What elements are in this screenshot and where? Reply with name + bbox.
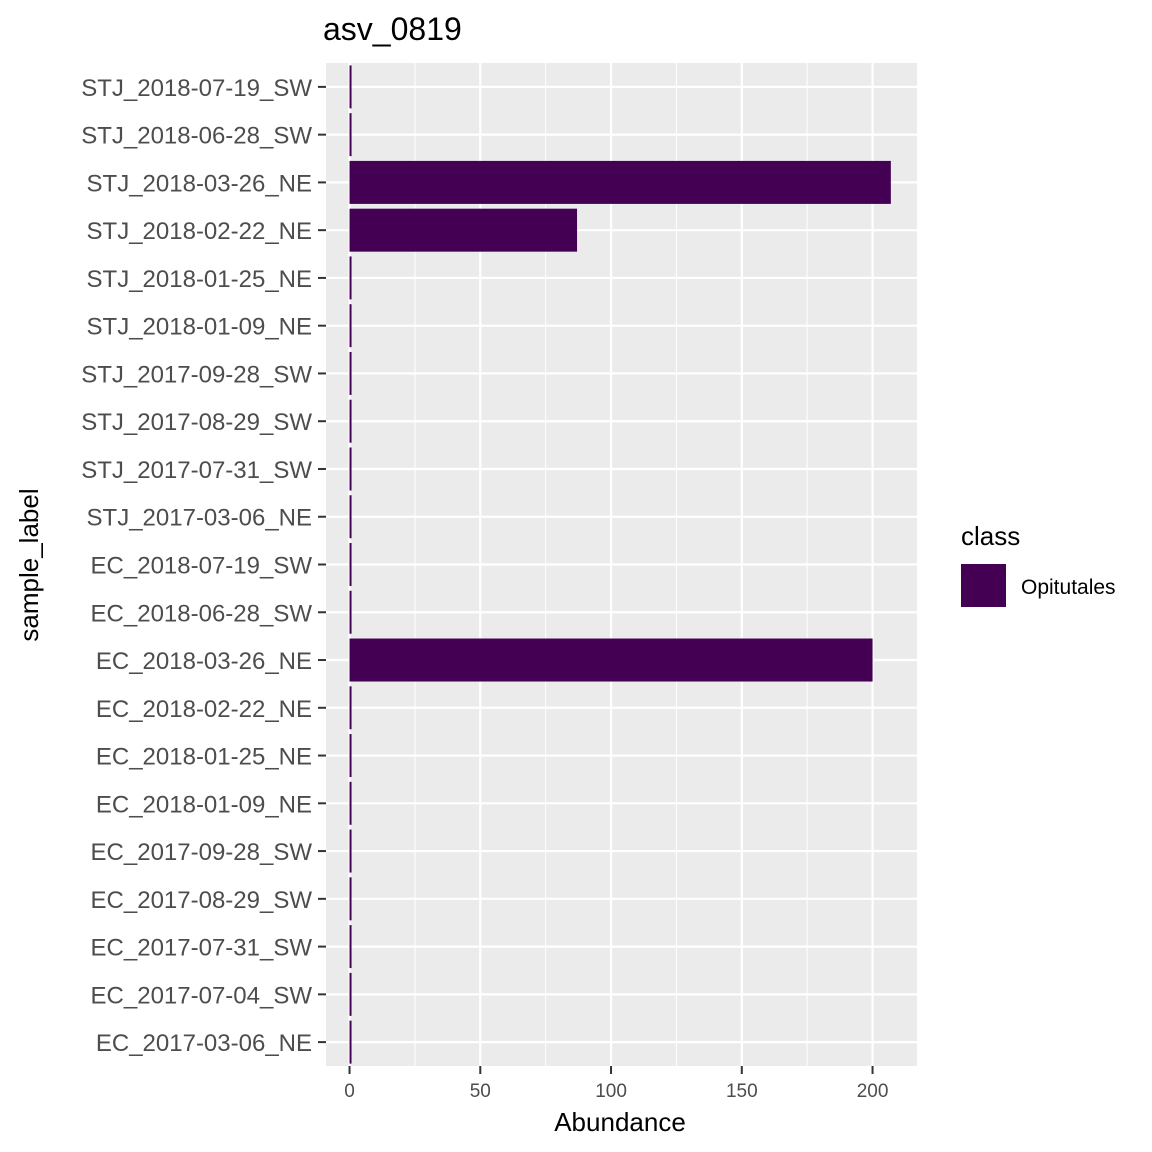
y-tick-label: STJ_2018-03-26_NE (87, 170, 312, 197)
bar (349, 543, 352, 586)
y-tick-label: EC_2018-01-25_NE (96, 744, 312, 771)
y-axis: STJ_2018-07-19_SW STJ_2018-06-28_SW STJ_20… (81, 75, 326, 1057)
y-tick-label: EC_2018-07-19_SW (91, 553, 313, 580)
bar (349, 160, 891, 204)
bar (349, 256, 352, 300)
x-axis-title: Abundance (554, 1107, 686, 1137)
x-tick-label: 200 (857, 1081, 889, 1102)
y-tick-label: STJ_2018-01-25_NE (87, 266, 312, 293)
bar (349, 208, 578, 252)
bar (349, 972, 352, 1016)
y-axis-title: sample_label (14, 488, 44, 641)
bar (349, 734, 352, 778)
bar (349, 877, 352, 921)
y-tick-label: STJ_2018-07-19_SW (81, 75, 312, 102)
x-tick-label: 100 (595, 1081, 627, 1102)
x-tick-label: 150 (726, 1081, 758, 1102)
bar (349, 113, 352, 157)
bar (349, 495, 352, 539)
legend: class Opitutales (961, 521, 1116, 607)
y-tick-label: STJ_2017-07-31_SW (81, 457, 312, 484)
legend-label-opitutales: Opitutales (1021, 576, 1116, 599)
bar (349, 304, 352, 348)
legend-title: class (961, 521, 1020, 551)
y-tick-label: EC_2017-09-28_SW (91, 839, 313, 866)
bars (349, 65, 891, 1064)
x-tick-label: 0 (344, 1081, 355, 1102)
y-tick-label: EC_2017-07-04_SW (91, 982, 313, 1009)
y-tick-label: EC_2018-01-09_NE (96, 791, 312, 818)
y-tick-label: EC_2018-02-22_NE (96, 696, 312, 723)
bar (349, 686, 352, 730)
y-tick-label: EC_2017-07-31_SW (91, 935, 313, 962)
bar (349, 590, 352, 634)
y-tick-label: STJ_2017-08-29_SW (81, 409, 312, 436)
y-tick-label: STJ_2018-06-28_SW (81, 123, 312, 150)
bar (349, 351, 352, 395)
bar (349, 399, 352, 443)
y-tick-label: EC_2017-03-06_NE (96, 1030, 312, 1057)
bar (349, 1020, 352, 1064)
y-tick-label: STJ_2018-02-22_NE (87, 218, 312, 245)
bar (349, 638, 873, 682)
bar (349, 65, 352, 109)
legend-key-opitutales (961, 564, 1006, 607)
x-axis: 0 50 100 150 200 (344, 1066, 888, 1102)
x-tick-label: 50 (470, 1081, 491, 1102)
y-tick-label: EC_2018-03-26_NE (96, 648, 312, 675)
bar (349, 447, 352, 491)
bar (349, 781, 352, 825)
bar (349, 925, 352, 969)
chart-title: asv_0819 (323, 11, 462, 47)
bar (349, 829, 352, 873)
y-tick-label: EC_2017-08-29_SW (91, 887, 313, 914)
y-tick-label: STJ_2017-09-28_SW (81, 361, 312, 388)
y-tick-label: EC_2018-06-28_SW (91, 600, 313, 627)
y-tick-label: STJ_2018-01-09_NE (87, 314, 312, 341)
y-tick-label: STJ_2017-03-06_NE (87, 505, 312, 532)
